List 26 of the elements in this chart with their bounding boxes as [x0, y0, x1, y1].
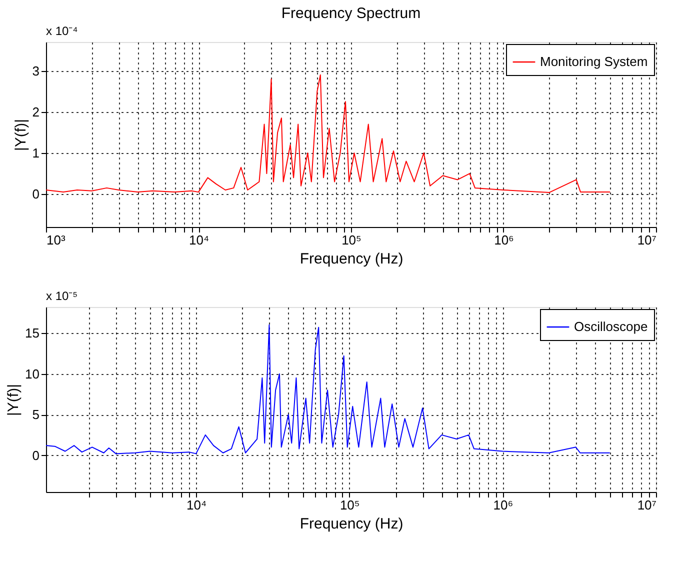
y-axis-title: |Y(f)| — [12, 119, 30, 151]
x-tick-label: 10⁵ — [342, 232, 362, 248]
x-axis-title: Frequency (Hz) — [300, 250, 404, 268]
x-tick-label: 10⁵ — [340, 498, 360, 512]
chart-title: Frequency Spectrum — [281, 5, 421, 22]
y-tick-label: 10 — [25, 366, 40, 382]
legend-label: Monitoring System — [540, 54, 648, 69]
x-tick-label: 10⁶ — [493, 498, 514, 512]
y-tick-label: 2 — [32, 104, 40, 120]
y-tick-label: 0 — [32, 448, 40, 463]
x-tick-label: 10⁷ — [637, 232, 657, 248]
y-axis-title: |Y(f)| — [5, 384, 22, 416]
y-tick-label: 15 — [25, 326, 40, 341]
y-tick-label: 1 — [32, 146, 40, 160]
legend-label: Oscilloscope — [574, 319, 648, 334]
y-tick-label: 0 — [32, 186, 40, 202]
x-tick-label: 10⁴ — [188, 232, 210, 248]
x-tick-label: 10⁷ — [637, 498, 657, 512]
text: x 10⁻⁴ — [46, 24, 78, 38]
y-tick-label: 5 — [32, 407, 40, 422]
x-axis-title: Frequency (Hz) — [300, 516, 404, 532]
x-tick-label: 10⁴ — [186, 498, 207, 512]
text: x 10⁻⁵ — [46, 289, 78, 303]
x-tick-label: 10³ — [46, 232, 66, 248]
y-tick-label: 3 — [32, 63, 40, 78]
x-tick-label: 10⁶ — [494, 232, 514, 248]
